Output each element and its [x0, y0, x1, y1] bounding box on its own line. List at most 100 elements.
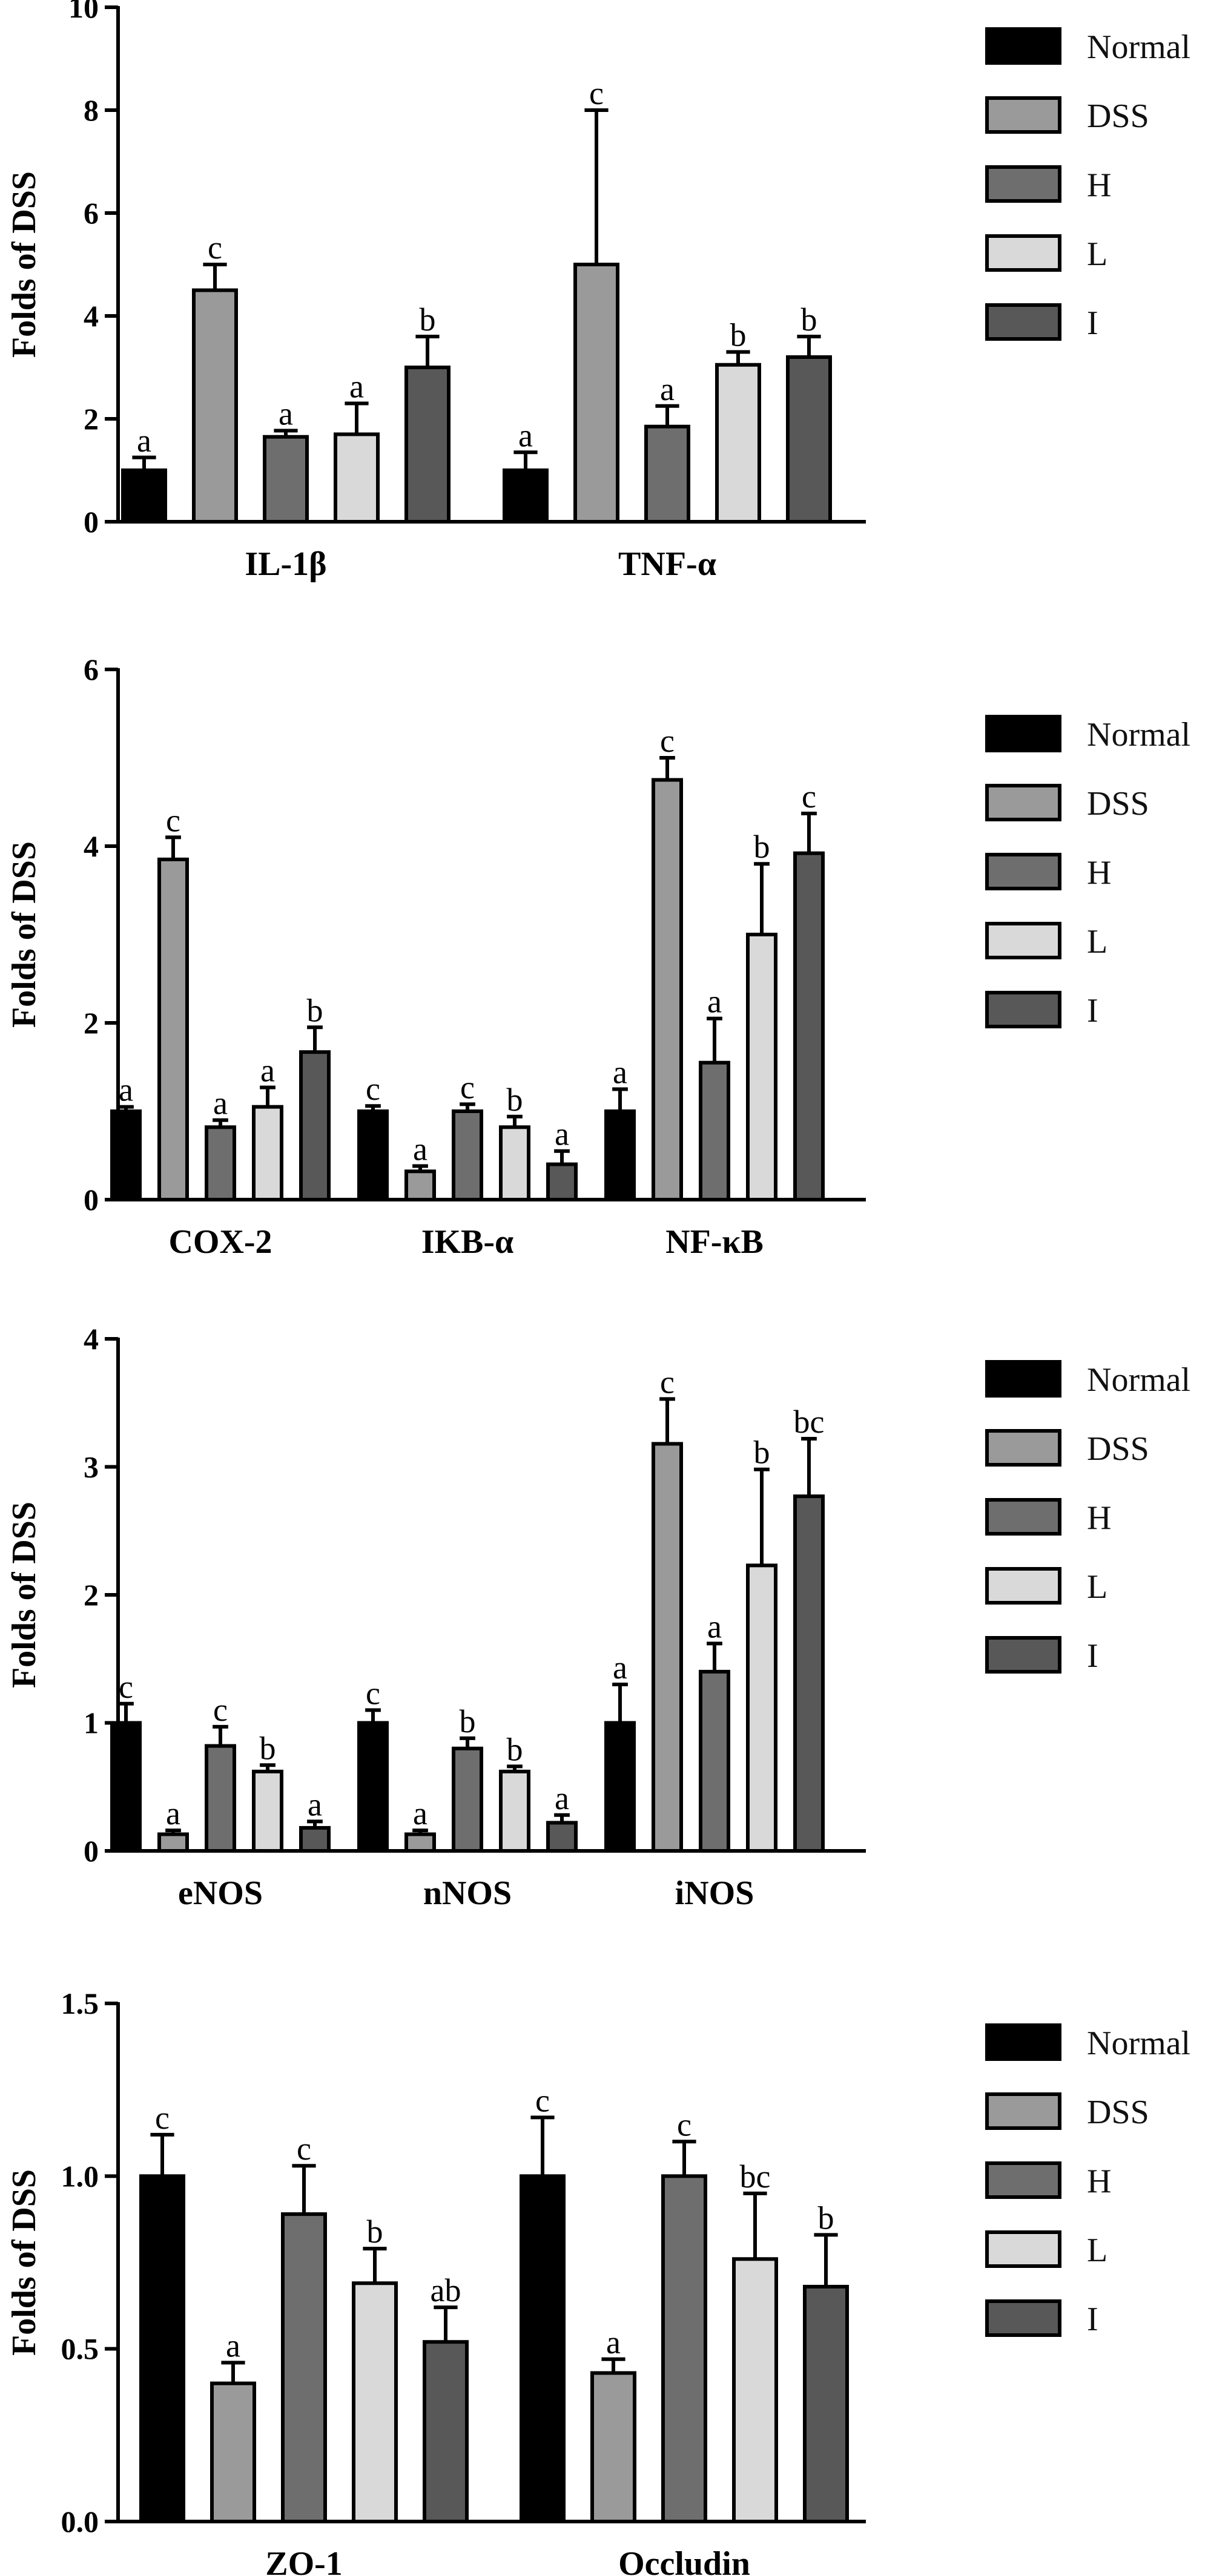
significance-letter: a: [308, 1786, 322, 1822]
y-tick-label: 1.5: [61, 1986, 99, 2020]
y-tick-label: 0: [84, 1834, 99, 1868]
significance-letter: b: [507, 1082, 523, 1118]
legend-swatch-l: [985, 922, 1061, 959]
legend-swatch-h: [985, 165, 1061, 203]
significance-letter: bc: [794, 1404, 825, 1440]
bar-l-1: [252, 1769, 283, 1853]
legend-swatch-normal: [985, 1360, 1061, 1398]
bar-dss-2: [404, 1832, 436, 1853]
significance-letter: a: [518, 417, 533, 453]
significance-letter: b: [754, 829, 770, 865]
bar-i-2: [786, 355, 832, 524]
legend-label: Normal: [1087, 716, 1190, 754]
significance-letter: b: [460, 1703, 476, 1740]
bar-dss-2: [590, 2371, 636, 2523]
significance-letter: b: [818, 2200, 834, 2236]
legend-swatch-normal: [985, 2023, 1061, 2061]
x-category-label: COX-2: [168, 1223, 272, 1261]
x-category-label: eNOS: [178, 1874, 263, 1912]
significance-letter: c: [589, 75, 604, 111]
legend-swatch-normal: [985, 27, 1061, 65]
legend-label: DSS: [1087, 1430, 1149, 1468]
y-tick-label: 8: [84, 93, 99, 127]
legend-swatch-h: [985, 853, 1061, 890]
significance-letter: c: [208, 229, 222, 266]
legend-label: I: [1087, 1637, 1098, 1675]
legend-swatch-h: [985, 2161, 1061, 2199]
x-category-label: TNF-α: [618, 545, 716, 583]
bar-l-2: [715, 363, 761, 524]
bar-l-3: [746, 933, 777, 1201]
bar-i-3: [793, 1494, 825, 1853]
bar-i-1: [299, 1825, 331, 1853]
legend-swatch-i: [985, 1636, 1061, 1674]
x-category-label: iNOS: [675, 1874, 754, 1912]
bar-i-2: [546, 1821, 578, 1853]
y-tick-label: 2: [84, 402, 99, 436]
y-tick-label: 4: [84, 299, 99, 333]
bar-i-3: [793, 851, 825, 1202]
legend-label: L: [1087, 235, 1107, 273]
bar-l-1: [334, 432, 380, 524]
legend-swatch-normal: [985, 715, 1061, 752]
legend: Normal DSS HLI: [985, 1360, 1190, 1675]
bar-i-2: [546, 1162, 578, 1201]
bar-h-1: [263, 435, 309, 524]
legend-label: DSS: [1087, 785, 1149, 823]
bar-dss-1: [210, 2381, 256, 2524]
x-category-label: ZO-1: [265, 2545, 343, 2576]
significance-letter: c: [166, 802, 180, 838]
significance-letter: a: [279, 396, 293, 432]
legend-label: H: [1087, 2163, 1111, 2200]
bar-h-2: [452, 1746, 483, 1853]
legend-label: H: [1087, 1499, 1111, 1537]
legend-swatch-l: [985, 234, 1061, 272]
significance-letter: c: [297, 2131, 311, 2167]
legend-swatch-dss: [985, 2092, 1061, 2130]
significance-letter: a: [413, 1795, 427, 1832]
y-axis-label: Folds of DSS: [5, 1502, 43, 1688]
significance-letter: a: [660, 371, 675, 407]
bar-normal-2: [357, 1109, 389, 1201]
x-category-label: NF-κB: [665, 1223, 764, 1261]
significance-letter: a: [555, 1780, 569, 1816]
bar-h-3: [699, 1669, 730, 1853]
significance-letter: a: [119, 1072, 133, 1108]
bar-h-1: [281, 2212, 327, 2524]
bar-l-1: [252, 1105, 283, 1201]
y-tick-label: 3: [84, 1450, 99, 1484]
bar-normal-1: [110, 1109, 142, 1201]
significance-letter: b: [754, 1434, 770, 1471]
bar-normal-1: [121, 468, 167, 524]
bar-h-2: [661, 2174, 707, 2523]
legend-swatch-dss: [985, 784, 1061, 821]
significance-letter: b: [420, 301, 436, 338]
significance-letter: c: [366, 1071, 380, 1107]
legend-label: Normal: [1087, 1361, 1190, 1399]
bar-normal-2: [503, 468, 549, 524]
legend-label: Normal: [1087, 2025, 1190, 2062]
legend-swatch-dss: [985, 1429, 1061, 1467]
significance-letter: a: [413, 1131, 427, 1168]
legend-label: I: [1087, 992, 1098, 1030]
bar-i-2: [803, 2284, 849, 2524]
bar-dss-1: [157, 857, 189, 1201]
significance-letter: a: [707, 1608, 722, 1644]
bar-dss-1: [192, 288, 238, 524]
significance-letter: a: [555, 1116, 569, 1152]
legend-swatch-dss: [985, 96, 1061, 134]
legend-label: L: [1087, 2232, 1107, 2269]
bar-l-2: [732, 2257, 778, 2523]
bar-dss-3: [652, 1442, 683, 1853]
bar-normal-2: [520, 2174, 566, 2523]
legend-label: DSS: [1087, 2094, 1149, 2131]
y-tick-label: 2: [84, 1006, 99, 1040]
significance-letter: a: [166, 1795, 180, 1832]
bar-l-2: [499, 1125, 530, 1202]
significance-letter: c: [213, 1692, 228, 1728]
bar-h-2: [452, 1109, 483, 1201]
significance-letter: a: [213, 1085, 228, 1122]
